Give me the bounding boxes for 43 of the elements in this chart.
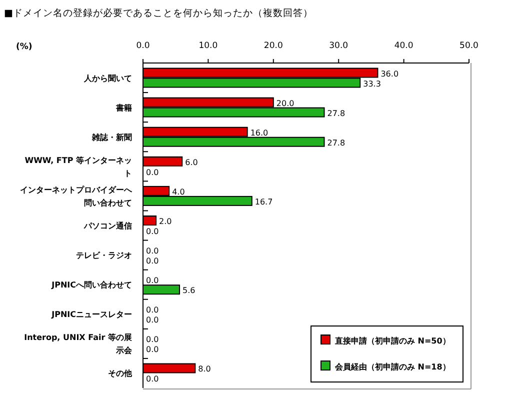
y-tick-label: パソコン通信: [83, 222, 132, 230]
x-tick-label: 40.0: [394, 41, 414, 51]
data-label: 0.0: [146, 256, 159, 266]
x-tick-label: 50.0: [460, 41, 478, 51]
data-label: 0.0: [146, 276, 159, 286]
x-tick-label: 20.0: [264, 41, 283, 51]
x-tick-label: 30.0: [329, 41, 348, 51]
y-tick-label: 書籍: [115, 103, 132, 112]
data-label: 0.0: [146, 345, 159, 354]
data-label: 16.7: [254, 197, 273, 206]
data-label: 27.8: [327, 138, 346, 148]
data-label: 8.0: [198, 364, 211, 374]
title: ■ドメイン名の登録が必要であることを何から知ったか（複数回答）: [4, 8, 313, 19]
x-tick-label: 0.0: [136, 41, 150, 51]
y-tick-label: JPNICへ問い合わせて: [50, 280, 132, 290]
x-axis-title: (%): [16, 42, 32, 52]
data-label: 20.0: [276, 98, 294, 108]
y-tick-label: JPNICニュースレター: [50, 310, 132, 320]
data-label: 27.8: [327, 108, 346, 118]
data-label: 0.0: [146, 246, 159, 256]
y-tick-label: Interop, UNIX Fair 等の展示会: [24, 333, 133, 356]
data-label: 4.0: [172, 187, 185, 196]
data-label: 0.0: [146, 168, 159, 177]
legend-label: 会員経由（初申請のみ N=18）: [334, 362, 450, 372]
y-tick-label: テレビ・ラジオ: [76, 251, 132, 260]
data-label: 5.6: [182, 286, 196, 296]
data-label: 2.0: [159, 217, 172, 226]
y-tick-label: 雑誌・新聞: [91, 132, 132, 142]
data-label: 0.0: [146, 374, 159, 384]
data-label: 0.0: [146, 316, 159, 325]
y-tick-label: 人から聞いて: [83, 74, 132, 83]
data-label: 6.0: [185, 158, 198, 167]
x-tick-label: 10.0: [198, 41, 218, 51]
y-tick-label: その他: [108, 369, 133, 378]
data-label: 16.0: [250, 128, 268, 138]
data-label: 0.0: [146, 335, 159, 344]
data-label: 33.3: [363, 79, 381, 88]
data-label: 0.0: [146, 306, 159, 315]
data-label: 36.0: [380, 69, 399, 78]
data-label: 0.0: [146, 227, 159, 236]
y-tick-label: インターネットプロバイダーへ問い合わせて: [20, 185, 133, 208]
y-tick-label: WWW, FTP 等インターネット: [24, 156, 132, 178]
legend-label: 直接申請（初申請のみ N=50）: [334, 336, 450, 346]
